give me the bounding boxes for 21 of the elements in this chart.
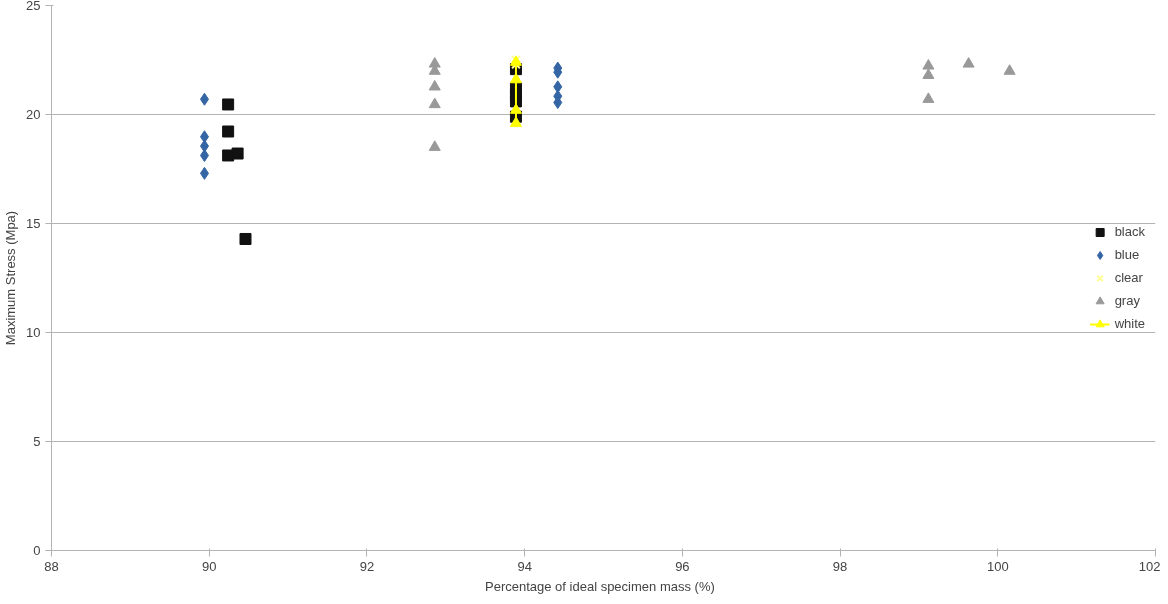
legend-label: blue — [1114, 247, 1140, 262]
legend-label: clear — [1114, 270, 1143, 285]
y-tick-label: 15 — [26, 216, 41, 231]
x-tick-label: 92 — [359, 558, 375, 574]
legend-label: black — [1114, 224, 1145, 239]
x-tick-label: 98 — [832, 558, 848, 574]
y-axis-title: Maximum Stress (Mpa) — [3, 210, 19, 346]
x-tick-label: 88 — [44, 558, 59, 574]
x-tick-label: 90 — [201, 558, 217, 574]
legend-label: gray — [1114, 293, 1140, 308]
x-tick-label: 102 — [1138, 558, 1161, 574]
y-tick-label: 5 — [33, 434, 41, 449]
x-tick-label: 96 — [675, 558, 690, 574]
y-tick-label: 25 — [26, 0, 41, 13]
y-tick-label: 10 — [26, 325, 41, 340]
y-tick-label: 20 — [26, 107, 41, 122]
y-tick-label: 0 — [33, 543, 41, 558]
x-tick-label: 100 — [986, 558, 1009, 574]
legend-label: white — [1114, 316, 1145, 331]
x-axis-title: Percentage of ideal specimen mass (%) — [485, 578, 715, 594]
x-tick-label: 94 — [517, 558, 532, 574]
